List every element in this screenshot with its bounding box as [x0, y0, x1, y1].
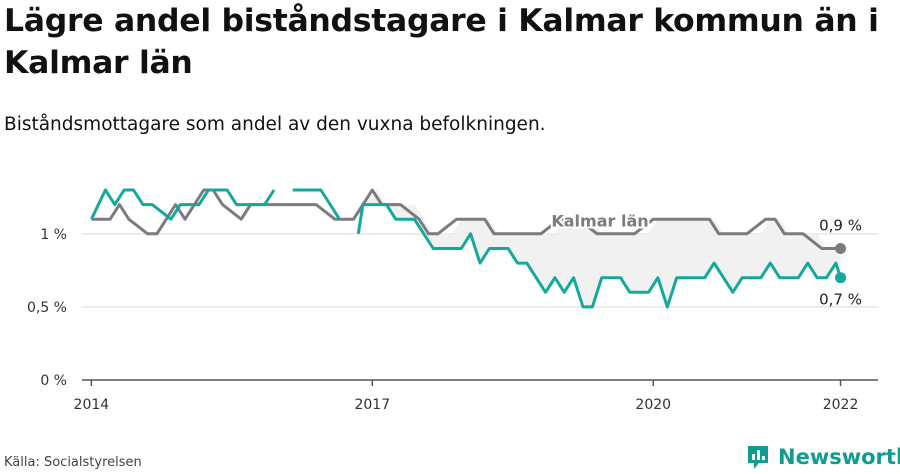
- y-tick-label: 0 %: [40, 373, 67, 389]
- series-line-kalmar-lan: [91, 188, 841, 250]
- brand-logo[interactable]: Newsworthy: [746, 442, 900, 472]
- end-point-kalmar-lan: [835, 242, 847, 254]
- x-tick-label: 2017: [354, 397, 390, 413]
- end-point-kalmar-kommun: [835, 272, 847, 284]
- end-label-kalmar-kommun: 0,7 %: [819, 291, 862, 309]
- axis-layer: [82, 379, 878, 386]
- end-label-kalmar-lan: 0,9 %: [819, 216, 862, 234]
- y-tick-label: 0,5 %: [27, 300, 67, 316]
- x-tick-label: 2014: [74, 397, 110, 413]
- series-annotation-kalmar-lan: Kalmar län: [551, 212, 648, 231]
- y-tick-label: 1 %: [40, 227, 67, 243]
- x-tick-label: 2022: [823, 397, 859, 413]
- x-tick-label: 2020: [635, 397, 671, 413]
- series-layer: [90, 188, 847, 309]
- chart-title: Lägre andel biståndstagare i Kalmar komm…: [4, 3, 879, 81]
- chart-subtitle: Biståndsmottagare som andel av den vuxna…: [4, 114, 546, 135]
- label-layer: 0 % 0,5 % 1 % 2014 2017 2020 2022 0,9 % 0,7 % Kal…: [27, 210, 862, 413]
- brand-name: Newsworthy: [778, 445, 900, 469]
- series-line-kalmar-kommun-segment: [90, 188, 276, 221]
- source-note: Källa: Socialstyrelsen: [4, 455, 142, 470]
- series-line-kalmar-kommun-segment: [292, 188, 341, 221]
- newsworthy-logo-icon: [748, 446, 768, 469]
- series-line-kalmar-kommun-segment: [356, 203, 842, 309]
